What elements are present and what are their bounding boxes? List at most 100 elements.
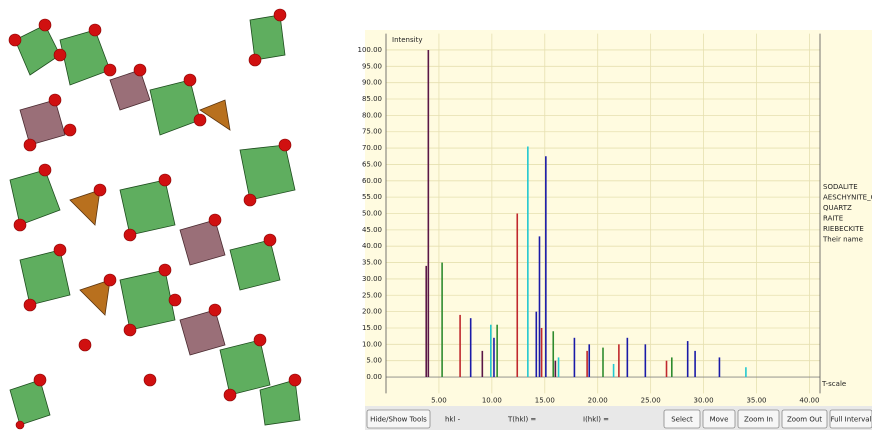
x-tick-label: 5.00 [431, 396, 447, 404]
polyhedron [59, 29, 111, 86]
y-tick-label: 65.00 [362, 160, 382, 168]
atom [133, 63, 147, 77]
polyhedron [119, 179, 176, 236]
y-tick-label: 20.00 [362, 308, 382, 316]
button-label[interactable]: Full Interval [830, 416, 871, 424]
x-tick-label: 40.00 [799, 396, 819, 404]
polyhedron [119, 269, 176, 331]
button-label[interactable]: Select [671, 416, 693, 424]
polyhedron [229, 239, 281, 291]
chart-panel [365, 30, 872, 406]
button-label[interactable]: Move [710, 416, 729, 424]
atom [8, 33, 22, 47]
y-tick-label: 40.00 [362, 242, 382, 250]
y-tick-label: 45.00 [362, 226, 382, 234]
atom [38, 18, 52, 32]
y-tick-label: 5.00 [366, 357, 382, 365]
atom [23, 298, 37, 312]
legend-entry: AESCHYNITE_CE [823, 194, 872, 202]
y-tick-label: 25.00 [362, 291, 382, 299]
legend-entry: RIEBECKITE [823, 225, 864, 233]
legend-entry: QUARTZ [823, 204, 852, 212]
atom [48, 93, 62, 107]
x-tick-label: 35.00 [746, 396, 766, 404]
atom [93, 183, 107, 197]
y-tick-label: 100.00 [358, 46, 383, 54]
x-tick-label: 30.00 [694, 396, 714, 404]
toolbar-button[interactable] [829, 409, 872, 429]
polyhedron [199, 99, 231, 131]
atom [223, 388, 237, 402]
atom [263, 233, 277, 247]
y-tick-label: 10.00 [362, 340, 382, 348]
polyhedron [259, 379, 301, 426]
legend-entry: RAITE [823, 215, 843, 223]
atom [13, 218, 27, 232]
atom [208, 303, 222, 317]
atom [143, 373, 157, 387]
toolbar-button[interactable] [663, 409, 701, 429]
atom [248, 53, 262, 67]
atom [288, 373, 302, 387]
atom [158, 173, 172, 187]
atom [193, 113, 207, 127]
polyhedron [219, 339, 271, 396]
field-label: I(hkl) = [583, 416, 609, 424]
atom [63, 123, 77, 137]
button-label[interactable]: Zoom Out [787, 416, 822, 424]
atom [15, 420, 25, 430]
polyhedron [239, 144, 296, 201]
toolbar-button[interactable] [702, 409, 736, 429]
button-label[interactable]: Hide/Show Tools [370, 416, 427, 424]
atom [278, 138, 292, 152]
atom [78, 338, 92, 352]
y-tick-label: 95.00 [362, 62, 382, 70]
y-tick-label: 0.00 [366, 373, 382, 381]
atom [103, 273, 117, 287]
y-tick-label: 70.00 [362, 144, 382, 152]
x-axis-label: T-scale [821, 380, 846, 388]
polyhedron [179, 309, 226, 356]
field-label: hkl - [445, 416, 461, 424]
legend-entry: Their name [822, 236, 863, 244]
atom [168, 293, 182, 307]
atom [53, 243, 67, 257]
crystal-structure-image [8, 8, 302, 430]
atom [38, 163, 52, 177]
polyhedron [19, 249, 71, 306]
legend-entry: SODALITE [823, 183, 858, 191]
button-label[interactable]: Zoom In [744, 416, 773, 424]
y-tick-label: 35.00 [362, 259, 382, 267]
toolbar-button[interactable] [781, 409, 828, 429]
polyhedron [149, 79, 201, 136]
atom [208, 213, 222, 227]
y-tick-label: 30.00 [362, 275, 382, 283]
y-tick-label: 85.00 [362, 95, 382, 103]
field-label: T(hkl) = [507, 416, 536, 424]
atom [88, 23, 102, 37]
polyhedron [9, 169, 61, 226]
polyhedron [69, 189, 101, 226]
y-tick-label: 55.00 [362, 193, 382, 201]
y-tick-label: 75.00 [362, 128, 382, 136]
polyhedron [14, 24, 61, 76]
polyhedron [9, 379, 51, 426]
polyhedron [249, 14, 286, 61]
y-axis-label: Intensity [392, 36, 422, 44]
atom [33, 373, 47, 387]
atom [23, 138, 37, 152]
x-tick-label: 25.00 [641, 396, 661, 404]
atom [158, 263, 172, 277]
atom [123, 228, 137, 242]
polyhedron [109, 69, 151, 111]
y-tick-label: 15.00 [362, 324, 382, 332]
toolbar-button[interactable] [737, 409, 780, 429]
x-tick-label: 20.00 [588, 396, 608, 404]
polyhedron [19, 99, 66, 146]
atom [123, 323, 137, 337]
toolbar-button[interactable] [366, 409, 431, 429]
x-tick-label: 15.00 [535, 396, 555, 404]
y-tick-label: 80.00 [362, 111, 382, 119]
atom [253, 333, 267, 347]
